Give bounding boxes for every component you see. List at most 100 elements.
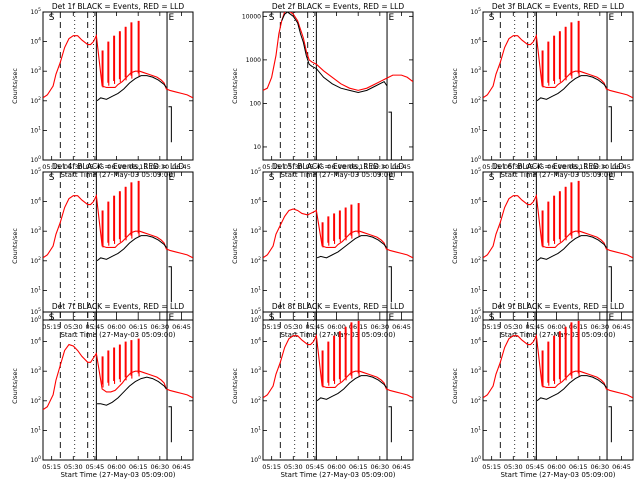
x-tick-label: 05:30 [284,163,303,171]
x-axis-label: Start Time (27-May-03 05:09:00) [500,331,615,339]
y-axis-label: Counts/sec [231,228,239,264]
x-tick-label: 05:30 [64,463,83,471]
x-tick-label: 05:15 [262,163,281,171]
series-events [97,376,167,406]
x-tick-label: 05:15 [482,323,501,331]
series-lld [483,333,633,399]
x-tick-label: 05:15 [262,463,281,471]
series-lld [263,208,413,259]
x-tick-label: 06:30 [370,463,389,471]
x-tick-label: 05:45 [526,163,545,171]
plot-frame [482,311,634,461]
x-tick-label: 06:30 [150,323,169,331]
y-tick-label: 101 [250,285,261,294]
x-tick-label: 05:30 [284,323,303,331]
series-group [483,180,633,262]
y-tick-label: 101 [30,285,41,294]
y-tick-label: 10 [253,144,261,151]
x-tick-label: 06:15 [349,463,368,471]
y-tick-label: 101 [470,285,481,294]
x-tick-label: 06:30 [370,323,389,331]
plot-frame [42,311,194,461]
x-tick-label: 06:00 [327,463,346,471]
y-tick-label: 103 [470,226,481,235]
panel-title: Det 4f BLACK = Events, RED = LLD [52,162,185,171]
corner-glyph-s: S [49,173,55,183]
x-tick-label: 06:00 [107,163,126,171]
x-axis-label: Start Time (27-May-03 05:09:00) [60,471,175,479]
x-axis-label: Start Time (27-May-03 05:09:00) [280,471,395,479]
series-events [96,75,167,102]
plot-frame [262,171,414,321]
x-tick-label: 05:45 [306,323,325,331]
y-tick-label: 103 [30,366,41,375]
x-tick-label: 06:00 [327,163,346,171]
y-tick-label: 101 [30,425,41,434]
corner-glyph-e: E [388,13,394,23]
corner-glyph-s: S [489,173,495,183]
series-lld [483,33,633,99]
x-tick-label: 05:15 [42,323,61,331]
x-tick-label: 05:30 [504,323,523,331]
plot-frame [42,11,194,161]
series-events [316,235,387,259]
y-tick-label: 102 [30,96,41,105]
y-axis-label: Counts/sec [11,68,19,104]
x-tick-label: 06:00 [327,323,346,331]
corner-glyph-e: E [608,313,614,323]
series-events [536,375,607,402]
corner-glyph-e: E [388,173,394,183]
x-tick-label: 05:15 [482,163,501,171]
series-group [263,12,413,94]
x-tick-label: 06:30 [590,463,609,471]
series-events [316,375,387,402]
corner-glyph-s: S [269,173,275,183]
y-tick-label: 100 [470,455,481,464]
x-tick-label: 05:30 [504,163,523,171]
event-dropoff [608,266,612,303]
event-dropoff [168,266,172,303]
corner-glyph-e: E [388,313,394,323]
x-tick-label: 05:15 [42,463,61,471]
series-group [43,20,193,102]
x-tick-label: 05:30 [64,163,83,171]
x-tick-label: 05:45 [86,163,105,171]
event-dropoff [388,111,392,160]
series-group [263,320,413,402]
corner-glyph-e: E [168,313,174,323]
series-group [263,203,413,259]
x-axis-label: Start Time (27-May-03 05:09:00) [280,171,395,179]
x-tick-label: 06:45 [392,323,411,331]
x-tick-label: 05:45 [526,323,545,331]
series-lld [263,12,413,91]
y-tick-label: 100 [470,315,481,324]
series-group [483,320,633,402]
series-events [281,12,388,94]
x-tick-label: 06:30 [590,323,609,331]
y-tick-label: 100 [250,315,261,324]
panel-title: Det 8f BLACK = Events, RED = LLD [272,302,405,311]
x-tick-label: 06:00 [107,463,126,471]
x-axis-label: Start Time (27-May-03 05:09:00) [280,331,395,339]
x-tick-label: 06:45 [392,163,411,171]
x-axis-label: Start Time (27-May-03 05:09:00) [500,171,615,179]
corner-glyph-e: E [608,173,614,183]
x-tick-label: 06:45 [172,463,191,471]
series-events [536,235,607,262]
y-axis-label: Counts/sec [231,68,239,104]
x-tick-label: 06:45 [172,323,191,331]
x-tick-label: 06:15 [129,163,148,171]
panel-det-7: Det 7f BLACK = Events, RED = LLD 100 101 10… [11,302,194,479]
x-tick-label: 05:30 [284,463,303,471]
y-tick-label: 105 [30,167,41,176]
y-tick-label: 104 [250,197,261,206]
y-axis-label: Counts/sec [451,68,459,104]
panel-det-2: Det 2f BLACK = Events, RED = LLD 10 100 100… [231,2,414,179]
event-dropoff [168,106,172,143]
panel-det-9: Det 9f BLACK = Events, RED = LLD 100 101 10… [451,302,634,479]
